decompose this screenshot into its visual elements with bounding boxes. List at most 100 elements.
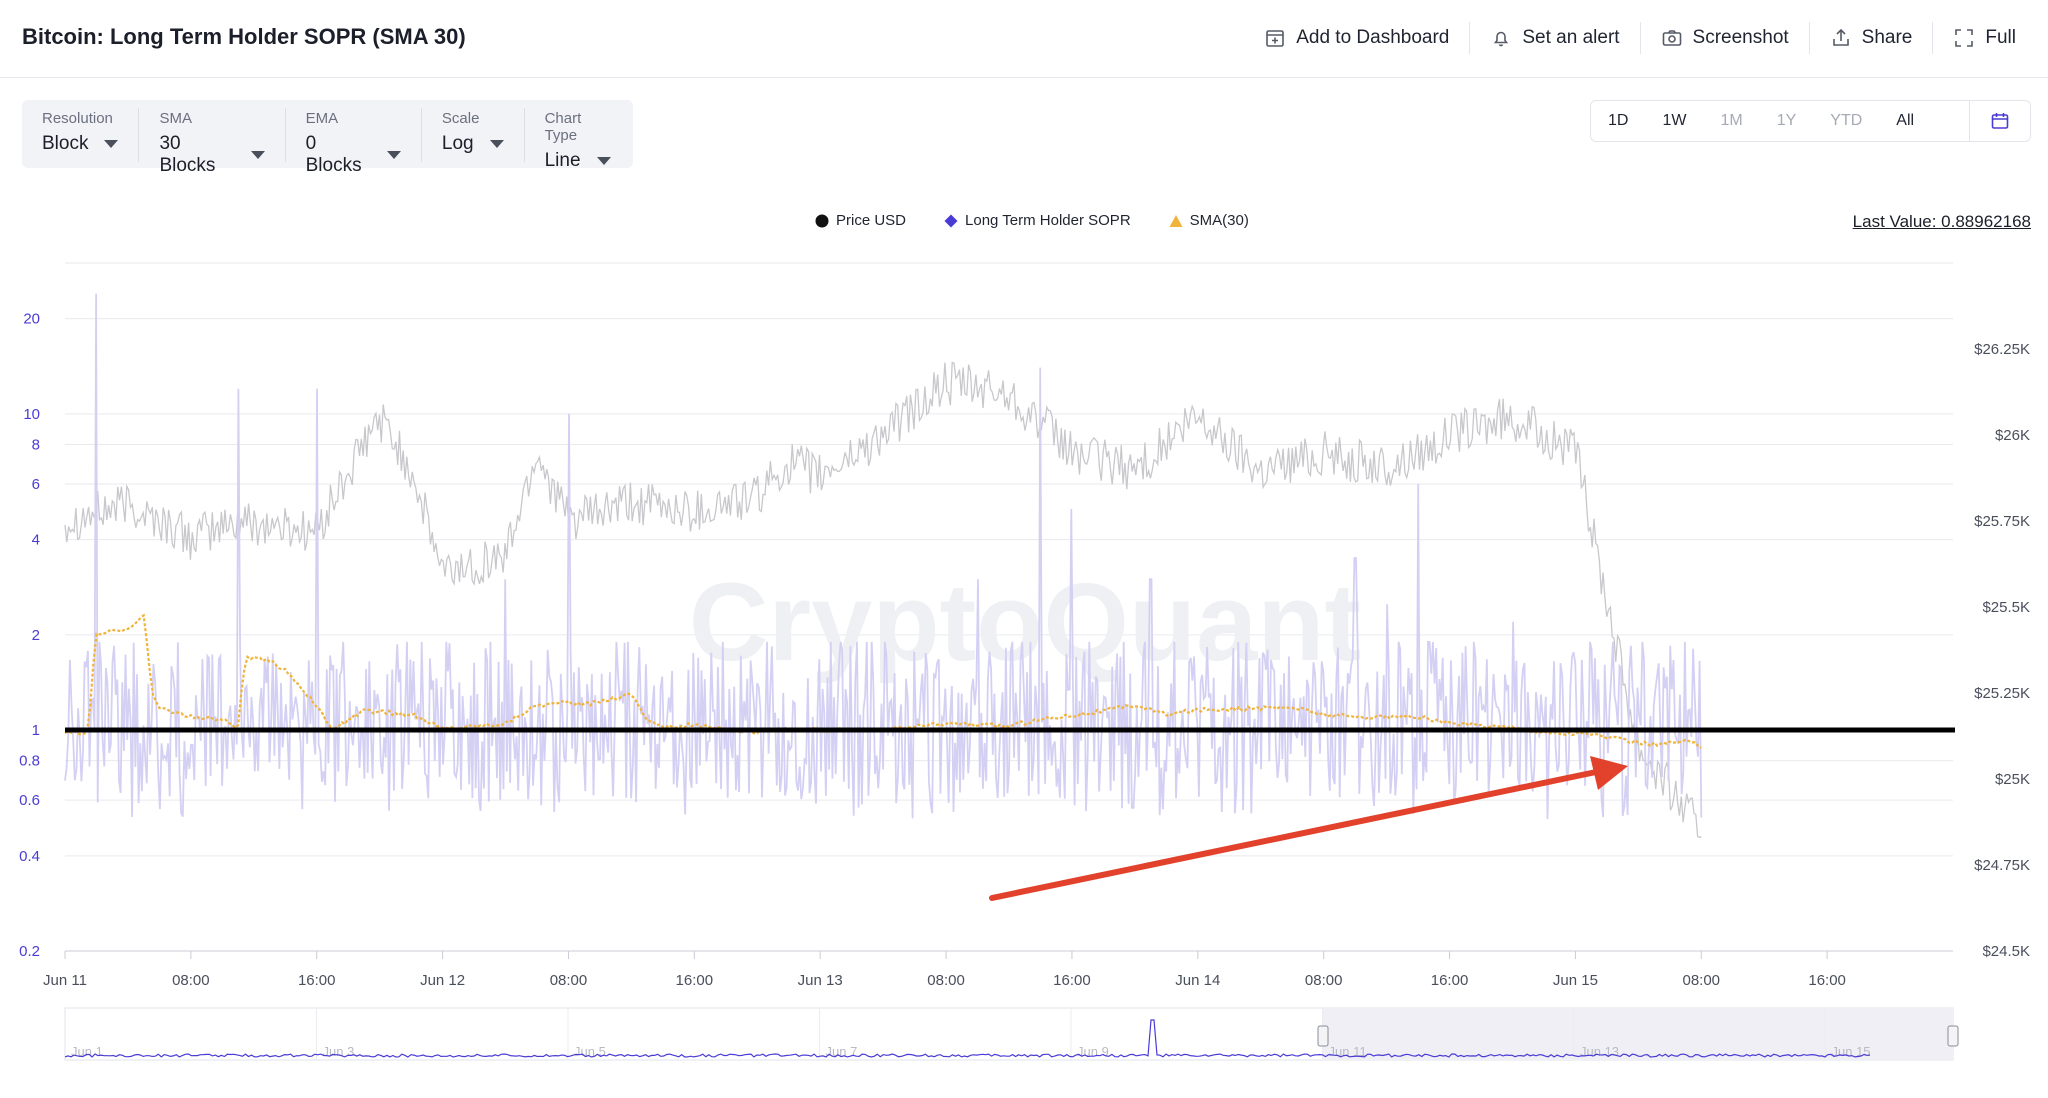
- legend-price-label: Price USD: [836, 212, 907, 229]
- caret-down-icon: [596, 157, 611, 165]
- x-tick-label: 16:00: [1053, 972, 1091, 989]
- sma-select[interactable]: SMA 30 Blocks: [139, 108, 286, 176]
- left-tick-label: 0.4: [19, 848, 40, 865]
- range-1m-button[interactable]: 1M: [1720, 112, 1743, 129]
- caret-down-icon: [250, 151, 265, 159]
- left-axis: 0.2 0.4 0.6 0.8 1 2 4 6 8 10 20: [19, 311, 40, 960]
- calendar-icon: [1991, 113, 2009, 129]
- x-tick-label: Jun 11: [43, 972, 87, 989]
- chart-controls: Resolution Block SMA 30 Blocks EMA 0 Blo…: [22, 100, 633, 176]
- navigator-selection: [1323, 1008, 1953, 1060]
- time-navigator[interactable]: Jun 1 Jun 3 Jun 5 Jun 7 Jun 9 Jun 11 Jun 13 Jun…: [64, 1007, 1959, 1061]
- navigator-tick-label: Jun 1: [71, 1044, 103, 1059]
- range-1d-button[interactable]: 1D: [1608, 112, 1629, 129]
- ema-label: EMA: [305, 110, 339, 127]
- x-tick-label: 08:00: [550, 972, 588, 989]
- caret-down-icon: [489, 140, 504, 148]
- sma-label: SMA: [159, 110, 192, 127]
- right-tick-label: $26.25K: [1974, 341, 2030, 358]
- screenshot-button[interactable]: Screenshot: [1639, 22, 1809, 54]
- legend-item-sma[interactable]: SMA(30): [1169, 212, 1249, 229]
- navigator-tick-label: Jun 3: [323, 1044, 355, 1059]
- annotation-arrow: [989, 756, 1628, 901]
- resolution-select[interactable]: Resolution Block: [22, 108, 140, 162]
- camera-icon: [1662, 30, 1681, 46]
- share-label: Share: [1861, 27, 1913, 48]
- navigator-handle: [1947, 1025, 1959, 1047]
- ema-value: 0 Blocks: [305, 133, 362, 176]
- scale-value: Log: [441, 133, 474, 154]
- caret-down-icon: [386, 151, 401, 159]
- legend-sma-label: SMA(30): [1189, 212, 1249, 229]
- full-button[interactable]: Full: [1932, 22, 2036, 54]
- navigator-tick-label: Jun 13: [1580, 1044, 1619, 1059]
- scale-select[interactable]: Scale Log: [422, 108, 525, 162]
- set-alert-button[interactable]: Set an alert: [1469, 22, 1639, 54]
- legend-item-sopr[interactable]: Long Term Holder SOPR: [944, 212, 1131, 229]
- range-ytd-button[interactable]: YTD: [1830, 112, 1863, 129]
- x-tick-label: 08:00: [172, 972, 210, 989]
- x-tick-label: 16:00: [1431, 972, 1469, 989]
- left-tick-label: 0.2: [19, 943, 40, 960]
- range-all-button[interactable]: All: [1896, 112, 1915, 129]
- top-bar: Bitcoin: Long Term Holder SOPR (SMA 30) …: [0, 0, 2048, 78]
- x-tick-label: 08:00: [1305, 972, 1343, 989]
- arrow-head: [1590, 756, 1628, 790]
- left-tick-label: 1: [32, 722, 40, 739]
- chart-type-select[interactable]: Chart Type Line: [525, 108, 633, 171]
- watermark: CryptoQuant: [689, 561, 1361, 684]
- chart-type-label: Chart Type: [544, 110, 582, 144]
- left-tick-label: 2: [32, 627, 40, 644]
- series-line-price-usd: [64, 361, 1702, 839]
- action-bar: Add to Dashboard Set an alert Screenshot…: [1244, 22, 2036, 54]
- resolution-label: Resolution: [42, 110, 113, 127]
- x-tick-label: Jun 12: [420, 972, 465, 989]
- legend-item-price-usd[interactable]: Price USD: [815, 212, 906, 229]
- x-tick-label: 08:00: [1682, 972, 1720, 989]
- dashboard-plus-icon: [1266, 30, 1285, 47]
- scale-label: Scale: [441, 110, 480, 127]
- right-tick-label: $25K: [1995, 771, 2030, 788]
- last-value-readout: Last Value: 0.88962168: [1852, 212, 2031, 231]
- diamond-marker-icon: [944, 214, 958, 227]
- chart-type-value: Line: [544, 150, 581, 171]
- left-tick-label: 8: [32, 436, 40, 453]
- fullscreen-icon: [1955, 29, 1974, 47]
- left-tick-label: 0.6: [19, 792, 40, 809]
- x-axis: Jun 11 08:00 16:00 Jun 12 08:00 16:00 Jun 13 08…: [43, 950, 1953, 989]
- right-tick-label: $25.5K: [1982, 599, 2030, 616]
- right-tick-label: $25.75K: [1974, 513, 2030, 530]
- date-picker-button[interactable]: [1969, 101, 2030, 141]
- legend-sopr-label: Long Term Holder SOPR: [965, 212, 1131, 229]
- chart-legend: Price USD Long Term Holder SOPR SMA(30): [815, 212, 1287, 229]
- left-tick-label: 20: [23, 311, 40, 328]
- share-button[interactable]: Share: [1808, 22, 1933, 54]
- right-axis: $24.5K $24.75K $25K $25.25K $25.5K $25.75K $26…: [1974, 341, 2030, 960]
- x-tick-label: Jun 14: [1175, 972, 1220, 989]
- grid-lines: [65, 262, 1953, 952]
- right-tick-label: $25.25K: [1974, 685, 2030, 702]
- range-1y-button[interactable]: 1Y: [1776, 112, 1797, 129]
- bell-icon: [1494, 31, 1509, 47]
- circle-marker-icon: [815, 214, 829, 227]
- set-alert-label: Set an alert: [1522, 27, 1620, 48]
- caret-down-icon: [104, 140, 119, 148]
- range-1w-button[interactable]: 1W: [1662, 112, 1687, 129]
- right-tick-label: $24.5K: [1982, 943, 2030, 960]
- x-tick-label: 16:00: [1808, 972, 1846, 989]
- right-tick-label: $24.75K: [1974, 857, 2030, 874]
- arrow-shaft: [989, 769, 1599, 901]
- ema-select[interactable]: EMA 0 Blocks: [286, 108, 422, 176]
- x-tick-label: Jun 15: [1553, 972, 1598, 989]
- navigator-tick-label: Jun 15: [1832, 1044, 1871, 1059]
- x-tick-label: 16:00: [676, 972, 714, 989]
- right-tick-label: $26K: [1995, 427, 2030, 444]
- series-line-long-term-holder-sopr: [64, 293, 1703, 820]
- navigator-tick-label: Jun 7: [826, 1044, 858, 1059]
- x-tick-label: Jun 13: [798, 972, 843, 989]
- page-title: Bitcoin: Long Term Holder SOPR (SMA 30): [22, 24, 466, 49]
- share-icon: [1832, 28, 1849, 46]
- x-tick-label: 08:00: [927, 972, 965, 989]
- add-to-dashboard-button[interactable]: Add to Dashboard: [1244, 22, 1469, 54]
